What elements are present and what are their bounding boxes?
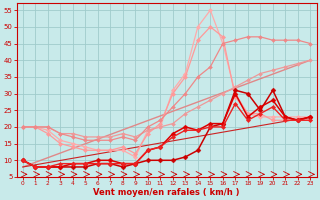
X-axis label: Vent moyen/en rafales ( km/h ): Vent moyen/en rafales ( km/h ) [93,188,240,197]
